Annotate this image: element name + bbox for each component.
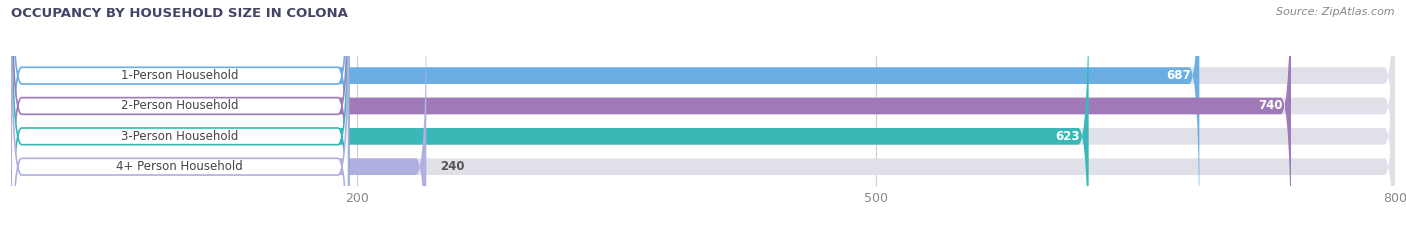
FancyBboxPatch shape bbox=[11, 0, 1395, 233]
FancyBboxPatch shape bbox=[11, 0, 1199, 233]
Text: 1-Person Household: 1-Person Household bbox=[121, 69, 239, 82]
Text: OCCUPANCY BY HOUSEHOLD SIZE IN COLONA: OCCUPANCY BY HOUSEHOLD SIZE IN COLONA bbox=[11, 7, 349, 20]
Text: 740: 740 bbox=[1258, 99, 1282, 113]
FancyBboxPatch shape bbox=[11, 0, 349, 233]
FancyBboxPatch shape bbox=[11, 0, 1395, 233]
Text: 687: 687 bbox=[1166, 69, 1191, 82]
Text: 240: 240 bbox=[440, 160, 464, 173]
Text: 623: 623 bbox=[1056, 130, 1080, 143]
Text: 3-Person Household: 3-Person Household bbox=[121, 130, 239, 143]
FancyBboxPatch shape bbox=[11, 0, 1395, 233]
FancyBboxPatch shape bbox=[11, 0, 1291, 233]
FancyBboxPatch shape bbox=[11, 0, 349, 233]
Text: Source: ZipAtlas.com: Source: ZipAtlas.com bbox=[1277, 7, 1395, 17]
FancyBboxPatch shape bbox=[11, 0, 349, 233]
FancyBboxPatch shape bbox=[11, 0, 426, 233]
FancyBboxPatch shape bbox=[11, 0, 1395, 233]
Text: 2-Person Household: 2-Person Household bbox=[121, 99, 239, 113]
FancyBboxPatch shape bbox=[11, 0, 1088, 233]
Text: 4+ Person Household: 4+ Person Household bbox=[117, 160, 243, 173]
FancyBboxPatch shape bbox=[11, 0, 349, 233]
